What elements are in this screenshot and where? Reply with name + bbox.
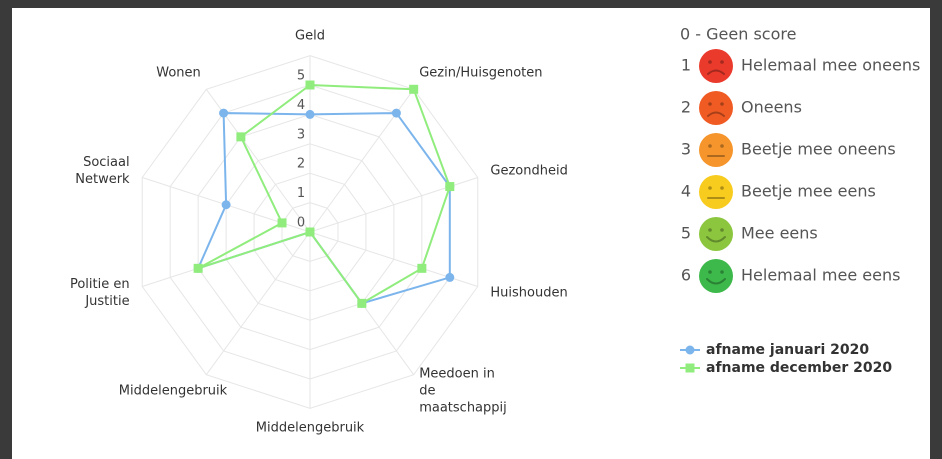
category-label: Middelengebruik bbox=[118, 383, 228, 399]
smiley bbox=[699, 217, 733, 251]
category-label: Politie en Justitie bbox=[69, 276, 130, 309]
smiley-eye bbox=[720, 60, 724, 64]
marker bbox=[305, 80, 315, 90]
smiley-mouth bbox=[706, 278, 726, 285]
y-tick-label: 3 bbox=[297, 127, 305, 142]
smiley-eye bbox=[720, 270, 724, 274]
smiley-eye bbox=[708, 144, 712, 148]
legend-marker bbox=[685, 345, 695, 355]
smiley bbox=[699, 175, 733, 209]
smiley-face bbox=[699, 133, 733, 167]
smiley-eye bbox=[720, 228, 724, 232]
marker bbox=[219, 108, 229, 118]
smiley-eye bbox=[708, 228, 712, 232]
marker bbox=[445, 272, 455, 282]
marker bbox=[445, 182, 455, 192]
score-number: 4 bbox=[681, 182, 691, 201]
category-label: Gezondheid bbox=[490, 163, 568, 179]
series-line bbox=[197, 83, 451, 305]
marker bbox=[236, 132, 246, 142]
score-none: 0 - Geen score bbox=[680, 25, 796, 44]
smiley bbox=[699, 91, 733, 125]
y-tick-label: 1 bbox=[297, 186, 305, 201]
smiley bbox=[699, 49, 733, 83]
category-label: Geld bbox=[295, 28, 325, 44]
marker bbox=[305, 227, 315, 237]
score-number: 3 bbox=[681, 140, 691, 159]
smiley-eye bbox=[708, 60, 712, 64]
score-label: Helemaal mee oneens bbox=[741, 56, 920, 75]
score-number: 5 bbox=[681, 224, 691, 243]
category-label: Wonen bbox=[156, 65, 201, 81]
score-number: 2 bbox=[681, 98, 691, 117]
legend-marker bbox=[685, 363, 695, 373]
smiley-face bbox=[699, 49, 733, 83]
marker bbox=[305, 109, 315, 119]
score-label: Mee eens bbox=[741, 224, 818, 243]
score-number: 6 bbox=[681, 266, 691, 285]
smiley bbox=[699, 259, 733, 293]
smiley-eye bbox=[708, 186, 712, 190]
legend-label: afname januari 2020 bbox=[706, 342, 869, 358]
smiley-face bbox=[699, 259, 733, 293]
panel bbox=[12, 8, 930, 459]
smiley-face bbox=[699, 175, 733, 209]
category-label: Sociaal Netwerk bbox=[75, 155, 130, 188]
y-tick-label: 5 bbox=[297, 69, 305, 84]
marker bbox=[277, 218, 287, 228]
marker bbox=[193, 263, 203, 273]
category-label: Middelengebruik bbox=[255, 420, 365, 436]
spoke bbox=[205, 231, 311, 376]
legend-label: afname december 2020 bbox=[706, 360, 892, 376]
score-label: Beetje mee oneens bbox=[741, 140, 896, 159]
marker bbox=[409, 84, 419, 94]
smiley-eye bbox=[708, 102, 712, 106]
marker bbox=[221, 200, 231, 210]
category-label: Gezin/Huisgenoten bbox=[419, 65, 543, 81]
smiley-eye bbox=[720, 144, 724, 148]
marker bbox=[357, 298, 367, 308]
smiley-mouth bbox=[707, 111, 725, 117]
smiley-eye bbox=[720, 186, 724, 190]
smiley-eye bbox=[720, 102, 724, 106]
smiley-eye bbox=[708, 270, 712, 274]
y-tick-label: 2 bbox=[297, 157, 305, 172]
y-tick-label: 0 bbox=[297, 216, 305, 231]
smiley bbox=[699, 133, 733, 167]
category-label: Meedoen in de maatschappij bbox=[419, 366, 507, 416]
y-tick-label: 4 bbox=[297, 98, 305, 113]
marker bbox=[417, 263, 427, 273]
score-label: Oneens bbox=[741, 98, 802, 117]
smiley-face bbox=[699, 91, 733, 125]
category-label: Huishouden bbox=[490, 285, 568, 301]
marker bbox=[391, 108, 401, 118]
score-label: Beetje mee eens bbox=[741, 182, 876, 201]
score-label: Helemaal mee eens bbox=[741, 266, 900, 285]
smiley-face bbox=[699, 217, 733, 251]
score-number: 1 bbox=[681, 56, 691, 75]
smiley-mouth bbox=[707, 69, 725, 75]
smiley-mouth bbox=[706, 236, 726, 243]
